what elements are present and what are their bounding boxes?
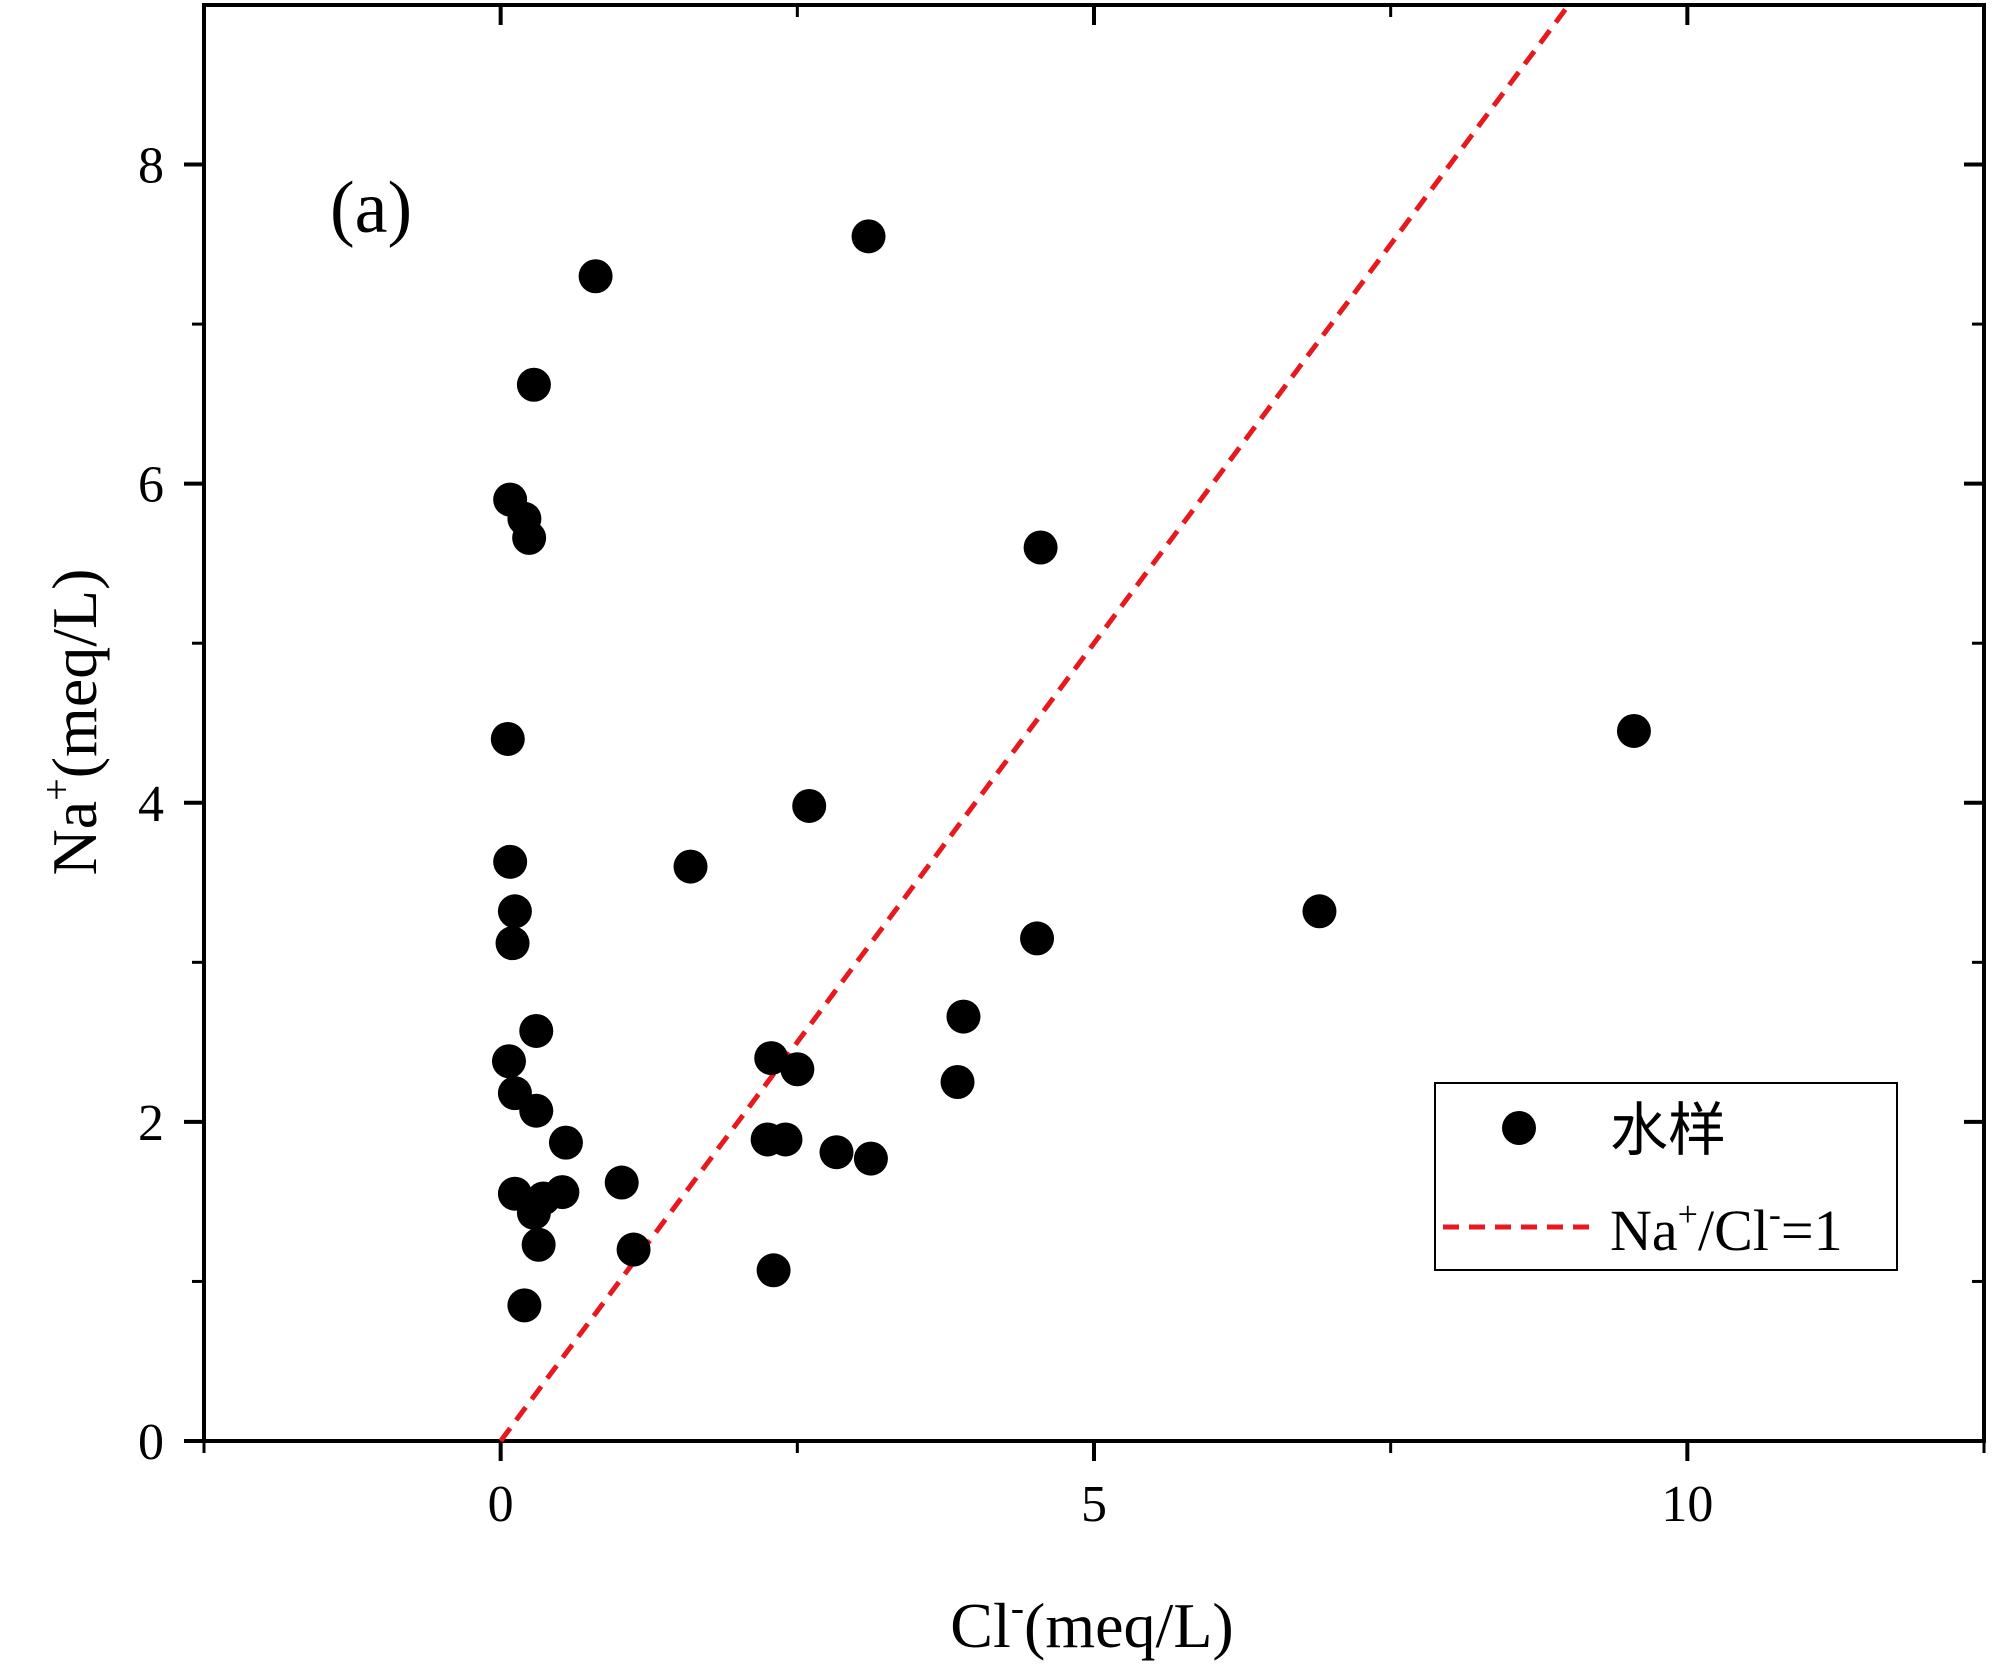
data-point-28	[853, 1141, 888, 1176]
data-point-0	[578, 259, 613, 294]
legend-label-ratio-line: Na+/Cl-=1	[1610, 1194, 1843, 1263]
points-layer	[490, 219, 1651, 1323]
data-point-34	[521, 1227, 556, 1262]
ratio-line	[498, 3, 1571, 1443]
x-tick-label-0: 0	[488, 1476, 514, 1533]
data-point-17	[519, 1013, 554, 1048]
data-point-35	[616, 1232, 651, 1267]
x-axis-title: Cl-(meq/L)	[950, 1585, 1233, 1661]
data-point-8	[1616, 713, 1651, 748]
y-axis-ticks: 0 2 4 6 8	[138, 138, 1984, 1471]
x-tick-label-1: 5	[1081, 1476, 1107, 1533]
data-point-27	[819, 1135, 854, 1170]
data-point-19	[754, 1041, 789, 1076]
data-point-26	[768, 1122, 803, 1157]
data-point-14	[495, 926, 530, 961]
y-tick-label-2: 4	[138, 776, 164, 833]
y-tick-label-3: 6	[138, 457, 164, 514]
legend: 水样 Na+/Cl-=1	[1434, 1082, 1898, 1271]
ratio-line-layer	[498, 3, 1571, 1443]
data-point-7	[490, 721, 525, 756]
data-point-20	[780, 1052, 815, 1087]
y-axis-title: Na+(meq/L)	[34, 569, 110, 876]
x-axis-ticks: 0 5 10	[488, 5, 1713, 1533]
data-point-10	[493, 844, 528, 879]
data-point-33	[516, 1195, 551, 1230]
data-point-24	[548, 1125, 583, 1160]
y-tick-label-1: 2	[138, 1095, 164, 1152]
panel-label: (a)	[330, 167, 412, 249]
data-point-12	[497, 894, 532, 929]
data-point-6	[1023, 530, 1058, 565]
data-point-23	[519, 1093, 554, 1128]
data-point-18	[491, 1044, 526, 1079]
data-point-13	[1302, 894, 1337, 929]
legend-label-water-sample: 水样	[1610, 1096, 1726, 1164]
data-point-21	[940, 1065, 975, 1099]
data-point-9	[792, 788, 827, 823]
data-point-1	[851, 219, 886, 254]
data-point-36	[756, 1253, 791, 1288]
minor-ticks	[192, 5, 1986, 1453]
data-point-11	[673, 849, 708, 884]
legend-marker-water-sample	[1502, 1111, 1536, 1145]
data-point-29	[604, 1165, 639, 1200]
data-point-15	[1020, 921, 1055, 956]
data-point-16	[946, 999, 981, 1034]
data-point-37	[507, 1288, 542, 1323]
data-point-5	[512, 520, 547, 555]
x-tick-label-2: 10	[1661, 1476, 1713, 1533]
data-point-2	[516, 367, 551, 402]
y-tick-label-4: 8	[138, 138, 164, 195]
y-tick-label-0: 0	[138, 1414, 164, 1471]
